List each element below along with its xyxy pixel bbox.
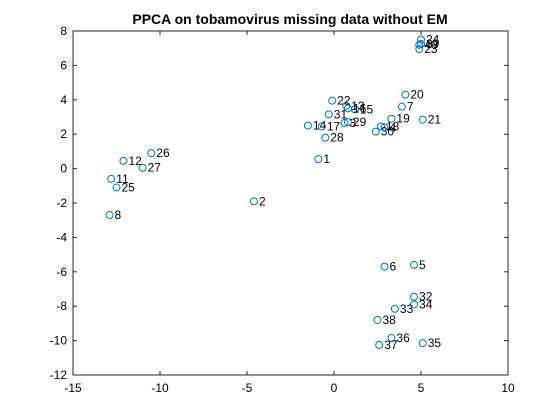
point-label: 31 [334, 107, 348, 121]
data-point [303, 121, 312, 130]
point-label: 36 [396, 331, 410, 345]
y-tick-label: 4 [60, 93, 67, 107]
point-label: 35 [428, 336, 442, 350]
data-point [119, 156, 128, 165]
data-point [105, 211, 114, 220]
point-label: 17 [327, 119, 341, 133]
point-label: 32 [419, 290, 433, 304]
point-label: 12 [128, 154, 142, 168]
point-label: 26 [156, 146, 170, 160]
data-point [415, 45, 424, 54]
point-label: 24 [426, 33, 440, 47]
point-label: 8 [115, 208, 122, 222]
x-tick-label: 5 [418, 381, 425, 395]
point-label: 2 [259, 194, 266, 208]
point-label: 6 [389, 260, 396, 274]
x-axis: -15 -10 -5 0 5 10 [64, 31, 515, 395]
data-point [387, 114, 396, 123]
y-tick-label: 6 [60, 58, 67, 72]
point-label: 20 [410, 88, 424, 102]
point-label: 5 [419, 258, 426, 272]
x-tick-label: 10 [501, 381, 515, 395]
point-label: 19 [396, 112, 410, 126]
data-point [376, 122, 385, 131]
point-label: 14 [313, 119, 327, 133]
point-label: 11 [116, 172, 129, 186]
data-point [343, 104, 352, 113]
point-label: 23 [424, 42, 438, 56]
y-tick-label: -8 [56, 299, 67, 313]
x-tick-label: -15 [64, 381, 82, 395]
x-tick-label: -10 [151, 381, 169, 395]
data-point [418, 339, 427, 348]
point-label: 4 [389, 120, 396, 134]
point-label: 3 [349, 116, 356, 130]
data-point [342, 101, 351, 110]
point-label: 38 [383, 313, 397, 327]
x-tick-label: 0 [331, 381, 338, 395]
data-point [314, 155, 323, 164]
data-point [328, 96, 337, 105]
point-label: 34 [419, 297, 433, 311]
point-label: 21 [428, 113, 442, 127]
data-point [397, 102, 406, 111]
point-label: 33 [400, 302, 414, 316]
data-point [387, 334, 396, 343]
y-tick-label: 8 [60, 24, 67, 38]
point-label: 25 [122, 181, 136, 195]
data-point [147, 149, 156, 158]
data-point [415, 40, 424, 49]
point-label: 37 [384, 338, 398, 352]
point-label: 22 [337, 94, 351, 108]
data-point [317, 122, 326, 131]
point-label: 7 [407, 100, 414, 114]
data-point [107, 174, 116, 183]
data-point [249, 197, 258, 206]
point-label: 16 [353, 101, 367, 115]
point-label: 15 [360, 102, 374, 116]
data-point [112, 183, 121, 192]
y-tick-label: -10 [50, 334, 68, 348]
data-point [343, 118, 352, 127]
data-point [373, 315, 382, 324]
y-tick-label: -6 [56, 265, 67, 279]
data-point [371, 127, 380, 136]
data-point [410, 292, 419, 301]
point-label: 30 [381, 125, 395, 139]
point-label: 40 [424, 38, 438, 52]
data-point [324, 110, 333, 119]
point-label: 18 [386, 119, 400, 133]
data-point [410, 300, 419, 309]
data-point [380, 123, 389, 132]
plot-area [72, 30, 509, 376]
data-point [410, 260, 419, 269]
y-tick-label: -12 [50, 368, 68, 382]
point-label: 39 [426, 37, 440, 51]
point-label: 27 [148, 161, 162, 175]
data-point [340, 119, 349, 128]
point-label: 28 [330, 131, 344, 145]
data-point [390, 304, 399, 313]
data-point [380, 262, 389, 271]
point-label: 1 [323, 152, 330, 166]
y-tick-label: -2 [56, 196, 67, 210]
point-label: 29 [353, 115, 367, 129]
y-tick-label: -4 [56, 230, 67, 244]
data-point [321, 133, 330, 142]
data-point [418, 115, 427, 124]
data-point [138, 163, 147, 172]
data-point [417, 35, 425, 44]
point-label: 13 [351, 99, 365, 113]
chart-title: PPCA on tobamovirus missing data without… [132, 11, 447, 27]
y-tick-label: 0 [60, 162, 67, 176]
data-point [401, 90, 410, 99]
data-point [375, 340, 384, 349]
x-tick-label: -5 [242, 381, 253, 395]
y-tick-label: 2 [60, 127, 67, 141]
